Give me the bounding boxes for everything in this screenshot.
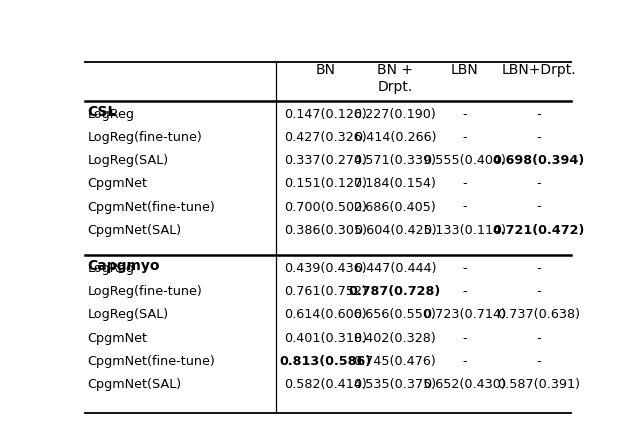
Text: 0.401(0.318): 0.401(0.318) <box>284 331 367 345</box>
Text: 0.227(0.190): 0.227(0.190) <box>353 108 436 121</box>
Text: LogReg: LogReg <box>88 108 134 121</box>
Text: -: - <box>462 262 467 275</box>
Text: -: - <box>536 201 541 214</box>
Text: 0.721(0.472): 0.721(0.472) <box>493 224 585 237</box>
Text: CpgmNet: CpgmNet <box>88 177 147 190</box>
Text: 0.652(0.430): 0.652(0.430) <box>423 378 506 391</box>
Text: LogReg(fine-tune): LogReg(fine-tune) <box>88 131 202 144</box>
Text: -: - <box>536 108 541 121</box>
Text: -: - <box>462 131 467 144</box>
Text: 0.737(0.638): 0.737(0.638) <box>497 308 580 321</box>
Text: -: - <box>462 285 467 298</box>
Text: -: - <box>462 355 467 368</box>
Text: 0.723(0.714): 0.723(0.714) <box>423 308 506 321</box>
Text: 0.761(0.752): 0.761(0.752) <box>284 285 367 298</box>
Text: 0.151(0.127): 0.151(0.127) <box>284 177 367 190</box>
Text: -: - <box>462 201 467 214</box>
Text: CpgmNet(SAL): CpgmNet(SAL) <box>88 224 182 237</box>
Text: BN +
Drpt.: BN + Drpt. <box>377 63 413 93</box>
Text: 0.147(0.126): 0.147(0.126) <box>284 108 367 121</box>
Text: LBN: LBN <box>451 63 478 78</box>
Text: 0.447(0.444): 0.447(0.444) <box>354 262 436 275</box>
Text: 0.571(0.339): 0.571(0.339) <box>353 154 436 167</box>
Text: 0.614(0.606): 0.614(0.606) <box>284 308 367 321</box>
Text: 0.700(0.502): 0.700(0.502) <box>284 201 367 214</box>
Text: 0.604(0.425): 0.604(0.425) <box>354 224 436 237</box>
Text: -: - <box>462 177 467 190</box>
Text: LBN+Drpt.: LBN+Drpt. <box>502 63 576 78</box>
Text: -: - <box>536 285 541 298</box>
Text: CpgmNet(fine-tune): CpgmNet(fine-tune) <box>88 201 215 214</box>
Text: 0.698(0.394): 0.698(0.394) <box>493 154 585 167</box>
Text: -: - <box>536 177 541 190</box>
Text: -: - <box>536 331 541 345</box>
Text: BN: BN <box>316 63 335 78</box>
Text: 0.337(0.274): 0.337(0.274) <box>284 154 367 167</box>
Text: 0.787(0.728): 0.787(0.728) <box>349 285 441 298</box>
Text: 0.656(0.550): 0.656(0.550) <box>353 308 436 321</box>
Text: 0.555(0.404): 0.555(0.404) <box>423 154 506 167</box>
Text: 0.414(0.266): 0.414(0.266) <box>354 131 436 144</box>
Text: 0.439(0.436): 0.439(0.436) <box>284 262 367 275</box>
Text: 0.184(0.154): 0.184(0.154) <box>353 177 436 190</box>
Text: LogReg(fine-tune): LogReg(fine-tune) <box>88 285 202 298</box>
Text: 0.427(0.326): 0.427(0.326) <box>284 131 367 144</box>
Text: 0.813(0.586): 0.813(0.586) <box>280 355 372 368</box>
Text: -: - <box>462 108 467 121</box>
Text: 0.745(0.476): 0.745(0.476) <box>353 355 436 368</box>
Text: Capgmyo: Capgmyo <box>88 259 160 273</box>
Text: CpgmNet(fine-tune): CpgmNet(fine-tune) <box>88 355 215 368</box>
Text: -: - <box>536 262 541 275</box>
Text: 0.686(0.405): 0.686(0.405) <box>353 201 436 214</box>
Text: LogReg(SAL): LogReg(SAL) <box>88 308 168 321</box>
Text: 0.402(0.328): 0.402(0.328) <box>353 331 436 345</box>
Text: 0.386(0.305): 0.386(0.305) <box>284 224 367 237</box>
Text: -: - <box>462 331 467 345</box>
Text: 0.582(0.414): 0.582(0.414) <box>284 378 367 391</box>
Text: LogReg: LogReg <box>88 262 134 275</box>
Text: -: - <box>536 355 541 368</box>
Text: 0.535(0.375): 0.535(0.375) <box>353 378 436 391</box>
Text: 0.133(0.114): 0.133(0.114) <box>423 224 506 237</box>
Text: 0.587(0.391): 0.587(0.391) <box>497 378 580 391</box>
Text: -: - <box>536 131 541 144</box>
Text: CpgmNet: CpgmNet <box>88 331 147 345</box>
Text: LogReg(SAL): LogReg(SAL) <box>88 154 168 167</box>
Text: CSL: CSL <box>88 105 117 119</box>
Text: CpgmNet(SAL): CpgmNet(SAL) <box>88 378 182 391</box>
